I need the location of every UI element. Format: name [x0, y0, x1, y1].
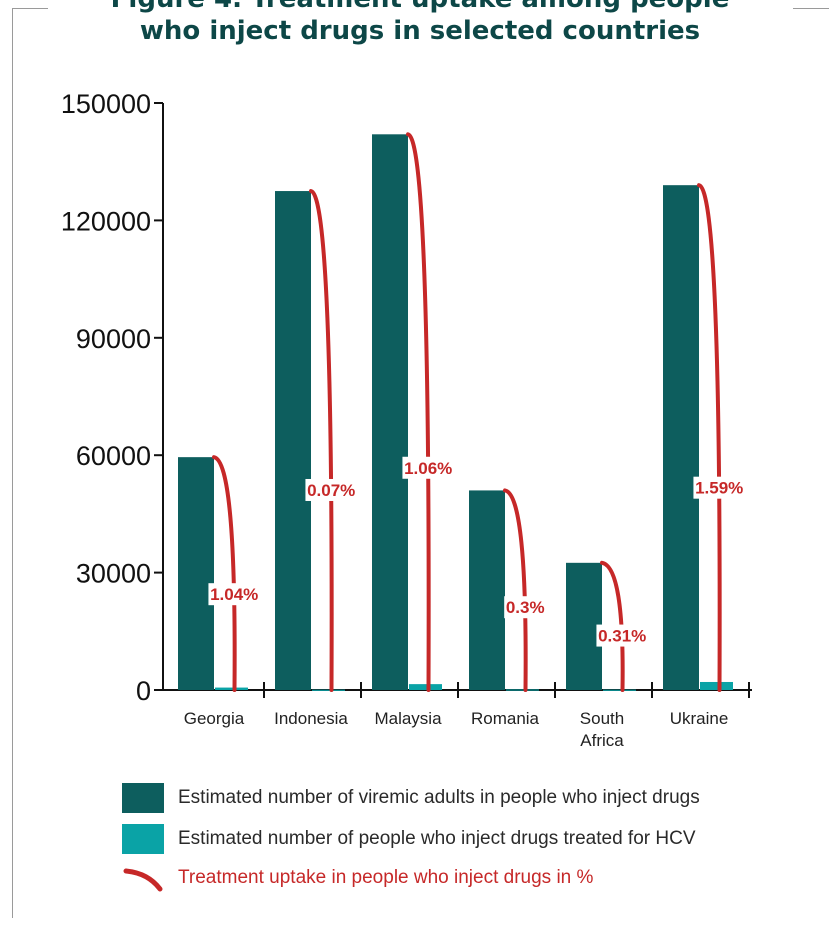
legend-item-treated: Estimated number of people who inject dr… [122, 824, 696, 854]
x-tick-label: Africa [580, 731, 624, 750]
frame-top-left-border [12, 8, 48, 9]
bar-treated [700, 681, 733, 690]
legend-label-treated: Estimated number of people who inject dr… [178, 828, 696, 849]
x-tick-label: South [580, 709, 624, 728]
y-tick-label: 90000 [76, 324, 151, 354]
frame-top-right-border [793, 8, 829, 9]
legend-label-viremic: Estimated number of viremic adults in pe… [178, 787, 700, 808]
bar-viremic [469, 490, 505, 690]
uptake-label: 0.31% [598, 627, 646, 646]
uptake-arc [212, 455, 237, 692]
x-tick-label: Georgia [184, 709, 245, 728]
legend-swatch-uptake-arc [123, 868, 163, 892]
bar-treated [409, 684, 442, 690]
bar-viremic [178, 457, 214, 690]
bar-viremic [663, 185, 699, 690]
uptake-arc [309, 189, 334, 692]
bar-treated [603, 689, 636, 691]
chart-canvas: 0 30000 60000 90000 120000 150000 Georgia 1.04%… [61, 89, 752, 750]
frame-left-border [12, 8, 13, 918]
legend-item-viremic: Estimated number of viremic adults in pe… [122, 783, 700, 813]
legend-swatch-viremic [122, 783, 164, 813]
uptake-label-bg [504, 596, 547, 619]
legend-label-uptake: Treatment uptake in people who inject dr… [178, 867, 594, 888]
bar-viremic [372, 134, 408, 691]
uptake-label: 1.06% [404, 459, 452, 478]
bar-viremic [566, 562, 602, 690]
y-tick-label: 120000 [61, 206, 151, 236]
uptake-label-bg [693, 476, 745, 499]
uptake-label: 1.04% [210, 585, 258, 604]
uptake-label-bg [305, 478, 357, 501]
uptake-label-bg [596, 624, 648, 647]
y-tick-label: 30000 [76, 559, 151, 589]
uptake-arc [406, 132, 431, 692]
uptake-label: 0.07% [307, 481, 355, 500]
uptake-arc [600, 560, 625, 692]
x-tick-label: Ukraine [670, 709, 729, 728]
bar-treated [506, 689, 539, 691]
uptake-label-bg [208, 583, 260, 606]
uptake-arc [697, 183, 722, 692]
y-tick-label: 0 [136, 676, 151, 706]
y-tick-label: 60000 [76, 441, 151, 471]
uptake-label: 1.59% [695, 479, 743, 498]
bar-treated [312, 689, 345, 691]
uptake-label-bg [402, 456, 454, 479]
uptake-label: 0.3% [506, 598, 545, 617]
x-tick-label: Indonesia [274, 709, 348, 728]
chart-title-line-2: who inject drugs in selected countries [139, 16, 701, 46]
bar-treated [215, 687, 248, 690]
bar-viremic [275, 191, 311, 691]
x-tick-label: Malaysia [374, 709, 442, 728]
x-tick-label: Romania [471, 709, 540, 728]
y-tick-label: 150000 [61, 89, 151, 119]
legend-swatch-treated [122, 824, 164, 854]
uptake-arc [503, 488, 528, 692]
chart-title-line-1: Figure 4. Treatment uptake among people [60, 0, 780, 14]
legend-item-uptake: Treatment uptake in people who inject dr… [122, 863, 593, 893]
